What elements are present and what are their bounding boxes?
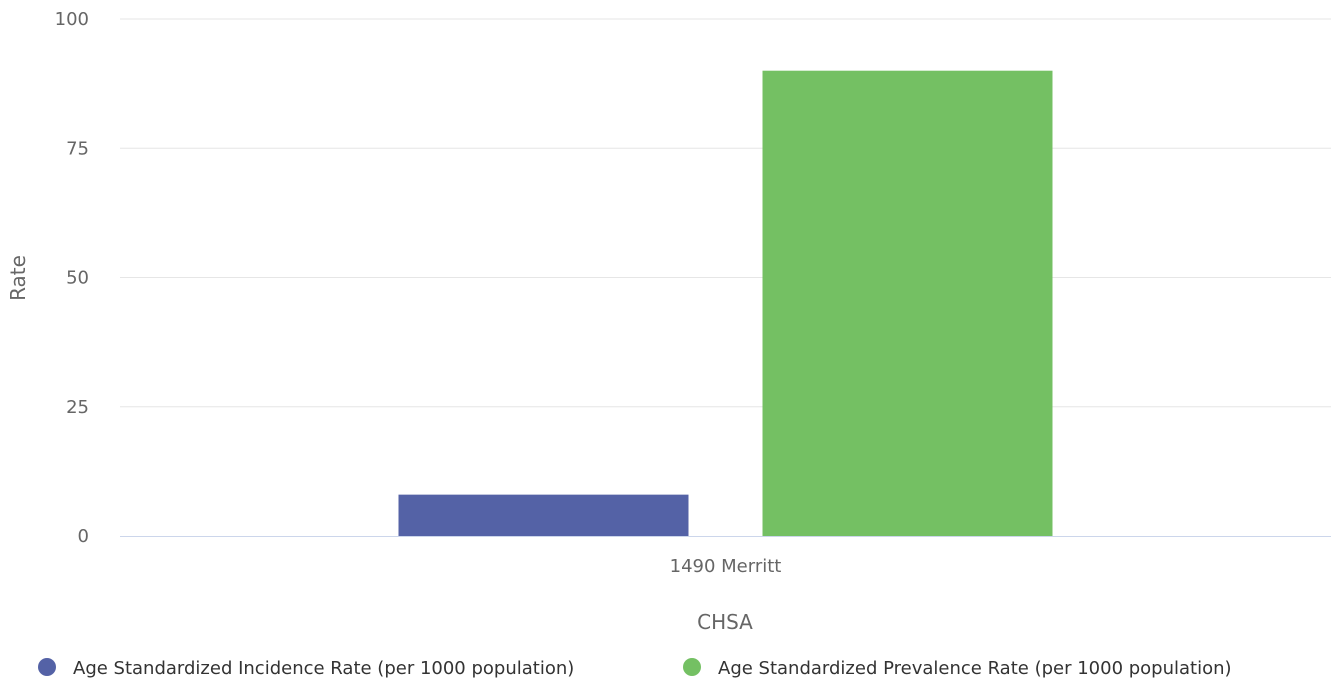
gridlines [120,18,1331,408]
bar-incidence[interactable] [398,494,689,536]
legend-label: Age Standardized Incidence Rate (per 100… [73,658,574,679]
legend-label: Age Standardized Prevalence Rate (per 10… [718,658,1232,679]
bar-prevalence[interactable] [762,70,1053,536]
bars [398,70,1053,536]
legend-item-incidence[interactable]: Age Standardized Incidence Rate (per 100… [38,658,574,679]
legend: Age Standardized Incidence Rate (per 100… [38,658,1232,679]
y-tick-label: 75 [66,138,89,159]
y-tick-label: 25 [66,397,89,418]
x-axis-ticks: 1490 Merritt [670,556,782,577]
x-tick-label: 1490 Merritt [670,556,782,577]
x-axis-title: CHSA [697,610,753,634]
y-axis-ticks: 0 25 50 75 100 [55,9,89,547]
legend-marker [683,658,701,676]
legend-marker [38,658,56,676]
y-tick-label: 0 [78,526,89,547]
y-tick-label: 50 [66,268,89,289]
y-tick-label: 100 [55,9,89,30]
legend-item-prevalence[interactable]: Age Standardized Prevalence Rate (per 10… [683,658,1232,679]
y-axis-title: Rate [6,255,30,301]
